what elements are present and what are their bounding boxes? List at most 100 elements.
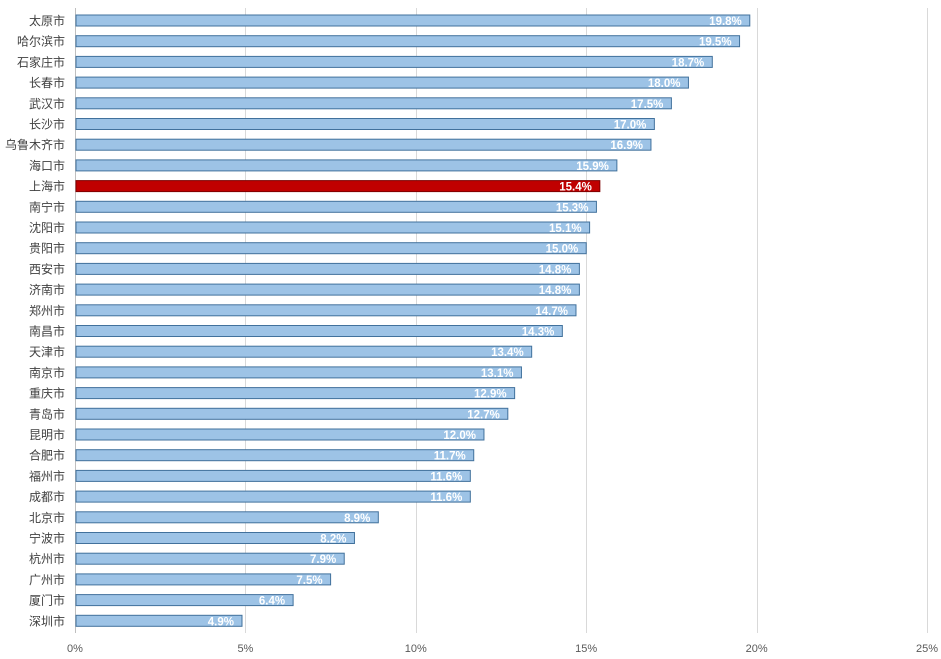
category-labels: 太原市哈尔滨市石家庄市长春市武汉市长沙市乌鲁木齐市海口市上海市南宁市沈阳市贵阳市…: [5, 13, 65, 628]
bar-highlight: [75, 180, 601, 193]
bar: [75, 304, 577, 317]
gridlines: [245, 8, 928, 633]
bar: [75, 325, 563, 337]
data-label: 19.8%: [709, 16, 742, 28]
bar: [75, 387, 516, 400]
bar: [75, 221, 591, 234]
category-label: 济南市: [29, 282, 65, 297]
category-label: 太原市: [29, 13, 65, 28]
category-label: 武汉市: [29, 96, 65, 111]
bar: [75, 345, 533, 358]
bar: [75, 428, 485, 441]
data-label: 8.2%: [320, 534, 346, 546]
data-label: 17.5%: [631, 99, 664, 111]
data-label: 14.7%: [535, 306, 568, 318]
data-label: 11.6%: [430, 492, 462, 504]
data-label: 7.9%: [310, 554, 336, 566]
bar: [75, 138, 652, 151]
bar: [75, 97, 672, 110]
bar: [75, 159, 618, 172]
data-label: 17.0%: [614, 120, 647, 132]
category-label: 福州市: [29, 468, 65, 483]
bar: [75, 242, 587, 255]
category-label: 深圳市: [29, 613, 65, 628]
bar: [75, 262, 580, 275]
bar: [75, 594, 294, 607]
data-labels: 19.8% 19.5% 18.7% 18.0% 17.5% 17.0% 16.9%15.9%…: [208, 16, 742, 628]
data-label: 15.0%: [546, 244, 579, 256]
data-label: 8.9%: [344, 513, 370, 525]
bar: [75, 118, 655, 130]
category-label: 石家庄市: [17, 54, 65, 69]
x-tick-label: 0%: [67, 643, 83, 655]
x-tick-label: 20%: [746, 643, 768, 655]
data-label: 18.0%: [648, 78, 681, 90]
category-label: 长沙市: [29, 117, 65, 132]
data-label: 16.9%: [610, 140, 643, 152]
category-label: 上海市: [29, 179, 65, 194]
category-label: 郑州市: [29, 303, 65, 318]
category-label: 贵阳市: [29, 241, 65, 256]
data-label: 14.8%: [539, 285, 572, 297]
bars: [75, 14, 751, 627]
data-label: 6.4%: [259, 596, 285, 608]
bar: [75, 407, 509, 420]
data-label: 18.7%: [672, 57, 705, 69]
category-label: 沈阳市: [29, 220, 65, 235]
bar: [75, 200, 597, 213]
category-label: 成都市: [29, 489, 65, 504]
category-label: 天津市: [29, 344, 65, 359]
data-label: 13.4%: [491, 347, 524, 359]
x-tick-label: 5%: [237, 643, 253, 655]
category-label: 杭州市: [29, 551, 65, 566]
data-label: 12.9%: [474, 389, 507, 401]
category-label: 青岛市: [29, 406, 65, 421]
category-label: 哈尔滨市: [17, 34, 65, 49]
category-label: 重庆市: [29, 386, 65, 401]
bar: [75, 552, 345, 565]
x-tick-labels: 0% 5% 10% 15% 20% 25%: [67, 643, 938, 655]
data-label: 11.6%: [430, 471, 462, 483]
bar: [75, 14, 751, 27]
category-label: 乌鲁木齐市: [5, 137, 65, 152]
data-label: 14.3%: [522, 327, 555, 339]
data-label: 11.7%: [434, 451, 466, 463]
bar: [75, 490, 471, 503]
category-label: 合肥市: [29, 448, 65, 463]
bar: [75, 366, 522, 379]
bar: [75, 449, 475, 462]
data-label: 13.1%: [481, 368, 514, 380]
data-label: 15.4%: [559, 182, 592, 194]
category-label: 南宁市: [29, 199, 65, 214]
data-label: 19.5%: [699, 37, 732, 49]
category-label: 昆明市: [29, 427, 65, 442]
data-label: 14.8%: [539, 264, 572, 276]
data-label: 4.9%: [208, 616, 234, 628]
data-label: 15.9%: [576, 161, 609, 173]
bar: [75, 35, 741, 48]
bar: [75, 511, 379, 524]
bar: [75, 614, 243, 627]
bar: [75, 283, 580, 296]
category-label: 海口市: [29, 158, 65, 173]
category-label: 长春市: [29, 75, 65, 90]
category-label: 宁波市: [29, 531, 65, 546]
category-label: 西安市: [29, 261, 65, 276]
data-label: 15.3%: [556, 202, 589, 214]
category-label: 厦门市: [29, 593, 65, 608]
category-label: 南昌市: [29, 324, 65, 339]
x-tick-label: 10%: [405, 643, 427, 655]
category-label: 广州市: [29, 572, 65, 587]
x-tick-label: 15%: [575, 643, 597, 655]
bar: [75, 469, 471, 482]
category-label: 北京市: [29, 510, 65, 525]
data-label: 7.5%: [296, 575, 322, 587]
bar: [75, 532, 355, 544]
data-label: 15.1%: [549, 223, 582, 235]
x-tick-label: 25%: [916, 643, 938, 655]
bar: [75, 573, 332, 586]
bar: [75, 55, 713, 68]
bar: [75, 76, 689, 89]
